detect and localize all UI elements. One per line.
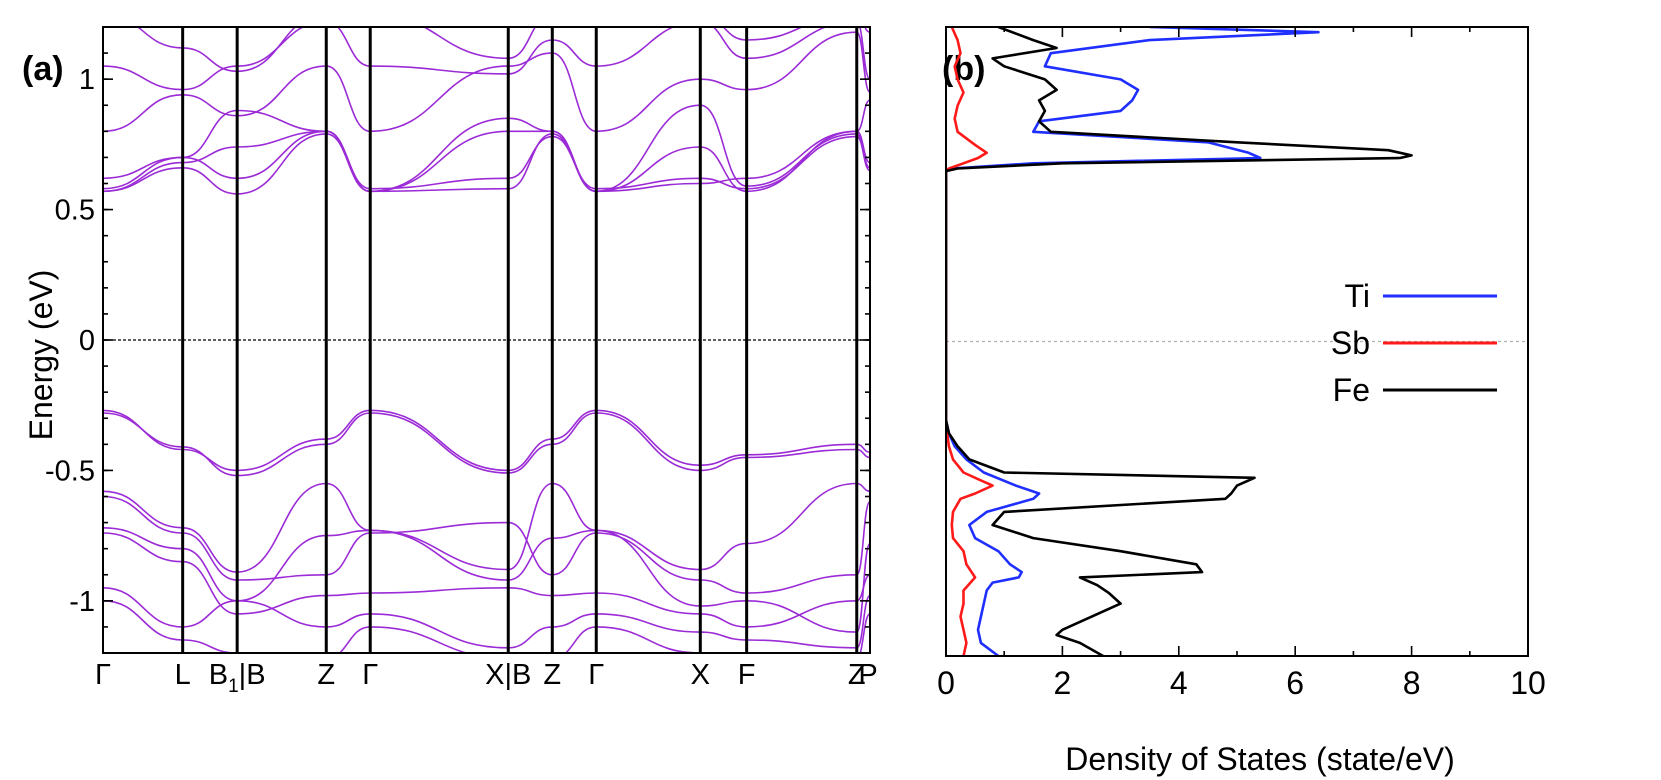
band-line — [136, 27, 870, 73]
y-tick-label: -1 — [69, 586, 95, 618]
panel-a-label: (a) — [22, 50, 64, 88]
band-line — [103, 532, 870, 628]
kpoint-label: Z — [848, 659, 866, 691]
band-line — [103, 104, 870, 195]
dos-line-fe — [946, 27, 1413, 656]
legend-label-ti: Ti — [1345, 278, 1370, 314]
kpoint-label: B1|B — [209, 659, 266, 697]
band-line — [103, 27, 870, 91]
x-tick-label: 10 — [1510, 665, 1546, 701]
y-tick-label: -0.5 — [45, 455, 95, 487]
panel-b-label: (b) — [942, 50, 985, 88]
band-line — [103, 31, 870, 133]
x-tick-label: 8 — [1403, 665, 1421, 701]
high-symmetry-lines — [181, 27, 859, 653]
dos-series-lines — [946, 27, 1413, 656]
kpoint-label: F — [738, 659, 756, 691]
kpoint-label: Γ — [95, 659, 111, 691]
dos-axis-title: Density of States (state/eV) — [1065, 741, 1455, 777]
band-line — [103, 130, 870, 193]
kpoint-label: X — [691, 659, 710, 691]
dos-legend: Ti Sb Fe — [1331, 278, 1497, 408]
legend-label-fe: Fe — [1333, 372, 1370, 408]
dos-x-ticks: 0 2 4 6 8 10 — [937, 27, 1546, 701]
panel-b-frame — [945, 26, 1529, 657]
band-lines — [103, 27, 870, 653]
dos-panel: (b) 0 2 4 6 8 10 Density of States (state/eV)… — [937, 26, 1546, 777]
kpoint-label: Γ — [588, 659, 604, 691]
band-line — [103, 99, 870, 193]
panel-a-frame — [102, 26, 871, 654]
kpoint-label: L — [175, 659, 191, 691]
energy-y-ticks: 1 0.5 0 -0.5 -1 — [45, 52, 870, 628]
band-line — [103, 600, 870, 653]
x-tick-label: 6 — [1286, 665, 1304, 701]
y-tick-label: 0.5 — [55, 195, 95, 227]
kpoint-label: Z — [317, 659, 335, 691]
band-structure-panel: (a) Energy (eV) 10.50-0.5-1 Γ L B1|B Z Γ X|B Z… — [22, 26, 878, 697]
x-tick-label: 2 — [1054, 665, 1072, 701]
dos-line-sb — [946, 27, 994, 656]
kpoint-label: Z — [543, 659, 561, 691]
x-tick-label: 0 — [937, 665, 955, 701]
band-line — [103, 130, 870, 190]
energy-axis-title: Energy (eV) — [23, 270, 59, 441]
kpoint-label: P — [858, 659, 877, 691]
band-line — [103, 495, 870, 594]
x-tick-label: 4 — [1170, 665, 1188, 701]
band-line — [103, 527, 870, 633]
band-line — [103, 587, 870, 649]
kpoint-labels: Γ L B1|B Z Γ X|B Z Γ X F ZP — [95, 659, 878, 697]
kpoint-label: Γ — [362, 659, 378, 691]
band-line — [103, 482, 870, 573]
band-line — [103, 409, 870, 472]
kpoint-label: X|B — [485, 659, 531, 691]
y-tick-label: 0 — [79, 325, 95, 357]
y-tick-label: 1 — [79, 64, 95, 96]
legend-label-sb: Sb — [1331, 325, 1370, 361]
